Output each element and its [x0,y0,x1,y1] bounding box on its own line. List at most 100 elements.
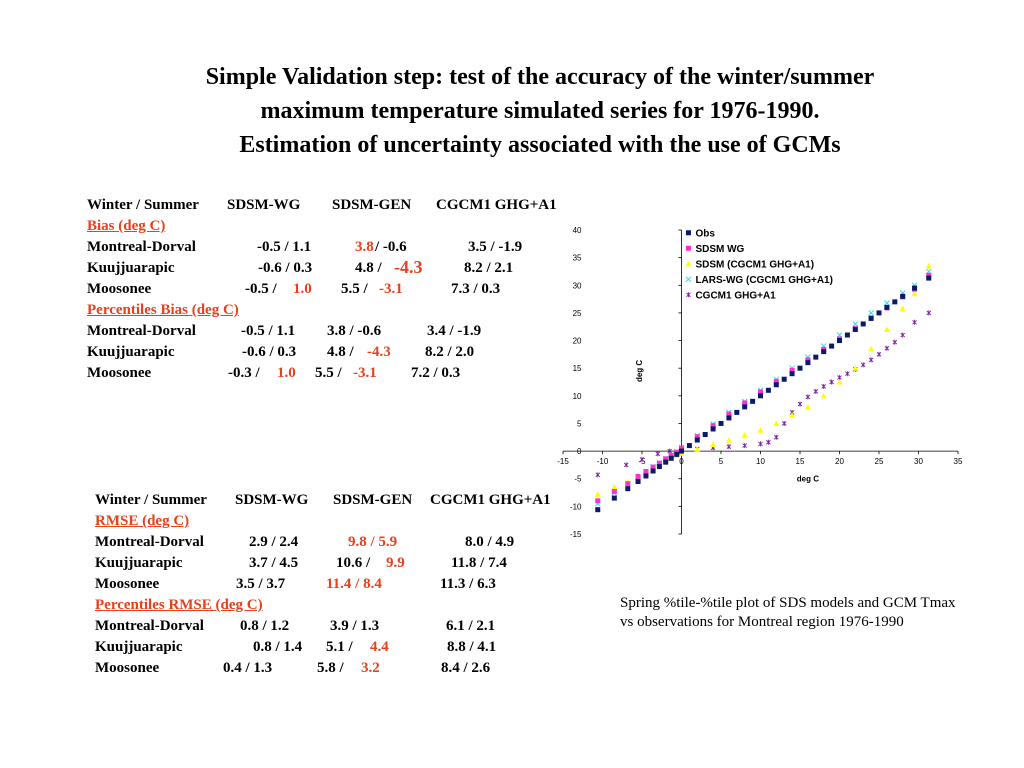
cgcm1-value: 3.5 / -1.9 [468,239,523,255]
sdsm-gen-value: 5.1 / [326,639,353,655]
data-point [594,491,601,497]
caption-line-2: vs observations for Montreal region 1976… [620,614,904,630]
bias-section-title: Bias (deg C) [87,218,587,239]
station-name: Montreal-Dorval [87,323,196,339]
data-point [639,456,645,462]
data-point [852,326,858,332]
header-sdsm-gen: SDSM-GEN [332,197,412,213]
data-point [900,332,906,338]
x-tick-label: 5 [719,457,724,466]
y-tick-label: 25 [573,309,582,318]
station-name: Kuujjuarapic [95,555,183,571]
data-point [679,445,684,451]
data-point [829,343,835,349]
data-point [836,379,843,385]
station-name: Moosonee [95,660,160,676]
sdsm-gen-value: 3.9 / 1.3 [330,618,380,634]
y-tick-label: 40 [573,226,582,235]
y-tick-label: -5 [574,475,582,484]
sdsm-wg-value: -0.6 / 0.3 [242,344,297,360]
sdsm-wg-value: 3.7 / 4.5 [249,555,299,571]
station-name: Moosonee [87,281,152,297]
table-row: Moosonee -0.5 / 1.0 5.5 / -3.1 7.3 / 0.3 [87,281,587,302]
data-point [925,262,932,269]
data-point [805,357,811,363]
data-point [694,445,701,452]
data-point [837,338,842,344]
rmse-section-title: RMSE (deg C) [95,513,595,534]
title-line-2: maximum temperature simulated series for… [260,98,820,124]
section-title: Bias (deg C) [87,218,166,234]
data-point [595,507,601,513]
cgcm1-value: 3.4 / -1.9 [427,323,482,339]
data-point [892,339,898,345]
data-point [623,462,629,468]
data-point [926,310,932,316]
data-point [821,383,827,389]
section-title: Percentiles Bias (deg C) [87,302,239,318]
y-tick-label: -10 [570,502,582,511]
sdsm-gen-value: 10.6 / [336,555,371,571]
sdsm-gen-value-highlight: -3.1 [353,365,377,381]
data-point [876,351,882,357]
data-point [845,371,850,377]
legend-label: SDSM WG [695,244,744,255]
sdsm-wg-value: -0.5 / 1.1 [257,239,312,255]
chart-marks [594,262,932,513]
data-point [635,474,641,480]
data-point [758,441,763,447]
station-name: Moosonee [87,365,152,381]
data-point [868,357,874,363]
sdsm-gen-value-highlight: 11.4 / 8.4 [326,576,382,592]
data-point [694,437,700,443]
sdsm-gen-value-highlight: 3.2 [361,660,380,676]
data-point [710,441,717,447]
data-point [804,403,811,410]
sdsm-gen-value-highlight: 9.9 [386,555,405,571]
legend-marker [685,245,691,251]
x-tick-label: 35 [954,457,963,466]
data-point [789,412,796,418]
data-point [852,365,859,371]
legend-label: SDSM (CGCM1 GHG+A1) [695,259,814,270]
x-axis-title: deg C [797,474,819,483]
legend-label: LARS-WG (CGCM1 GHG+A1) [695,275,833,286]
rmse-header-row: Winter / Summer SDSM-WG SDSM-GEN CGCM1 G… [95,492,595,513]
section-title: RMSE (deg C) [95,513,190,529]
y-tick-label: 15 [573,364,582,373]
sdsm-gen-value: 3.8 / -0.6 [327,323,382,339]
x-tick-label: -10 [597,457,609,466]
data-point [789,367,795,373]
x-tick-label: -15 [557,457,569,466]
data-point [655,451,661,457]
data-point [805,360,811,366]
header-sdsm-wg: SDSM-WG [227,197,301,213]
station-name: Kuujjuarapic [87,260,175,276]
data-point [726,415,732,421]
data-point [710,426,716,432]
series-cgcm1-ghg-a1 [595,310,932,478]
data-point [726,411,732,417]
sdsm-gen-value-highlight: 4.4 [370,639,389,655]
data-point [710,423,716,429]
title-line-1: Simple Validation step: test of the accu… [205,64,875,90]
sdsm-gen-value-highlight: 9.8 / 5.9 [348,534,398,550]
data-point [829,379,834,385]
rmse-table: Winter / Summer SDSM-WG SDSM-GEN CGCM1 G… [95,492,595,681]
data-point [813,388,819,394]
y-tick-label: 0 [577,447,582,456]
section-title: Percentiles RMSE (deg C) [95,597,263,613]
sdsm-wg-value: -0.6 / 0.3 [258,260,313,276]
header-cgcm1: CGCM1 GHG+A1 [430,492,551,508]
data-point [668,453,674,459]
header-label: Winter / Summer [95,492,207,508]
cgcm1-value: 6.1 / 2.1 [446,618,496,634]
y-tick-label: -15 [570,530,582,539]
legend-marker [685,230,691,236]
data-point [625,486,631,492]
data-point [884,304,890,310]
data-point [595,498,601,504]
y-axis-title: deg C [635,360,644,382]
percentile-scatter-chart: -15 -10 -5 0 5 10 15 20 25 30 35-15-10-50510152025… [557,226,963,539]
data-point [668,455,674,461]
